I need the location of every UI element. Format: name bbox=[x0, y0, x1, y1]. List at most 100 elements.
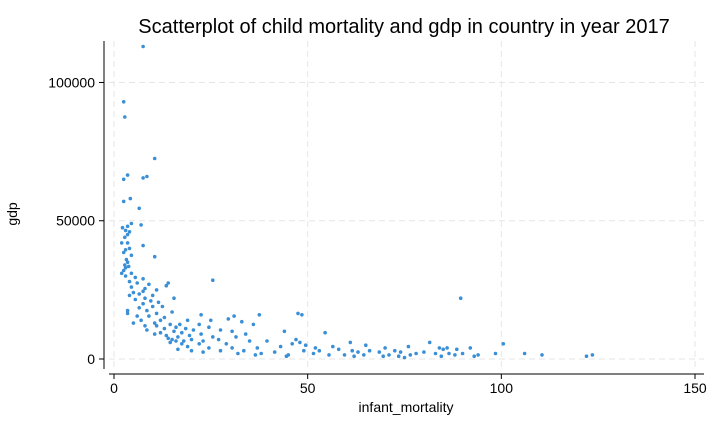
data-point-141 bbox=[278, 344, 283, 349]
data-point-148 bbox=[441, 347, 446, 352]
data-point-46 bbox=[154, 288, 159, 292]
data-point-131 bbox=[364, 343, 368, 348]
data-point-147 bbox=[422, 350, 426, 354]
data-point-88 bbox=[154, 324, 159, 328]
data-point-44 bbox=[129, 285, 134, 289]
data-point-156 bbox=[317, 348, 322, 353]
data-point-64 bbox=[125, 311, 130, 316]
data-point-166 bbox=[540, 353, 544, 357]
data-point-35 bbox=[123, 274, 128, 278]
data-point-50 bbox=[127, 293, 132, 298]
y-tick-label-2: 100000 bbox=[48, 74, 95, 90]
data-point-32 bbox=[121, 268, 126, 273]
data-point-55 bbox=[149, 299, 153, 303]
data-point-110 bbox=[234, 335, 238, 339]
data-point-130 bbox=[331, 344, 335, 349]
data-point-69 bbox=[232, 314, 236, 318]
data-point-181 bbox=[584, 354, 589, 359]
data-point-179 bbox=[453, 353, 457, 357]
data-point-127 bbox=[224, 342, 229, 346]
data-point-77 bbox=[158, 318, 163, 323]
data-point-159 bbox=[398, 350, 403, 354]
data-point-31 bbox=[123, 265, 128, 270]
data-point-39 bbox=[135, 281, 139, 285]
data-point-3 bbox=[152, 156, 157, 161]
data-point-124 bbox=[168, 340, 172, 345]
data-point-6 bbox=[145, 174, 149, 179]
data-point-165 bbox=[522, 351, 527, 356]
data-point-107 bbox=[166, 336, 170, 341]
data-point-173 bbox=[342, 353, 347, 357]
data-point-27 bbox=[124, 257, 129, 262]
data-point-47 bbox=[141, 289, 145, 294]
x-tick-label-1: 50 bbox=[300, 380, 316, 396]
data-point-152 bbox=[218, 348, 223, 353]
data-point-186 bbox=[381, 354, 386, 359]
data-points bbox=[119, 44, 595, 360]
data-point-144 bbox=[350, 348, 355, 353]
data-point-58 bbox=[125, 308, 130, 313]
data-point-71 bbox=[296, 311, 300, 316]
data-point-92 bbox=[183, 326, 188, 331]
data-point-72 bbox=[300, 313, 304, 317]
ticks: 0 50 100 150 0 50000 100000 bbox=[48, 74, 707, 396]
data-point-82 bbox=[152, 321, 157, 325]
data-point-178 bbox=[439, 354, 444, 359]
data-point-109 bbox=[211, 335, 215, 339]
data-point-168 bbox=[236, 351, 240, 356]
data-point-48 bbox=[131, 290, 136, 295]
data-point-45 bbox=[143, 286, 147, 291]
data-point-68 bbox=[147, 314, 151, 318]
data-point-123 bbox=[501, 342, 506, 346]
data-point-60 bbox=[150, 304, 155, 309]
data-point-129 bbox=[303, 343, 308, 348]
data-point-106 bbox=[187, 333, 192, 338]
data-point-10 bbox=[137, 206, 141, 211]
data-point-86 bbox=[251, 322, 256, 327]
data-point-175 bbox=[387, 353, 391, 357]
data-point-53 bbox=[143, 296, 147, 301]
data-point-81 bbox=[131, 321, 136, 325]
data-point-12 bbox=[125, 224, 130, 229]
data-point-146 bbox=[393, 348, 397, 353]
data-point-61 bbox=[160, 304, 165, 309]
data-point-174 bbox=[362, 353, 366, 357]
data-point-157 bbox=[356, 350, 360, 354]
data-point-160 bbox=[414, 351, 418, 356]
data-point-180 bbox=[472, 354, 477, 359]
data-point-22 bbox=[127, 246, 132, 251]
data-point-184 bbox=[284, 354, 289, 359]
data-point-16 bbox=[125, 232, 130, 237]
data-point-79 bbox=[209, 318, 213, 323]
data-point-182 bbox=[201, 350, 205, 354]
data-point-34 bbox=[119, 271, 124, 276]
data-point-57 bbox=[141, 301, 145, 306]
data-point-70 bbox=[257, 313, 262, 317]
data-point-73 bbox=[458, 296, 463, 301]
data-point-17 bbox=[123, 235, 127, 240]
data-point-172 bbox=[327, 353, 331, 357]
data-point-126 bbox=[197, 342, 201, 346]
data-point-171 bbox=[311, 351, 316, 356]
data-point-120 bbox=[298, 340, 302, 345]
data-point-149 bbox=[455, 347, 459, 352]
data-point-14 bbox=[123, 228, 128, 233]
data-point-19 bbox=[119, 241, 124, 245]
data-point-188 bbox=[476, 353, 480, 357]
data-point-101 bbox=[180, 330, 184, 335]
data-point-11 bbox=[129, 221, 134, 226]
data-point-102 bbox=[152, 332, 157, 336]
data-point-183 bbox=[253, 353, 258, 357]
data-point-62 bbox=[145, 308, 149, 313]
data-point-121 bbox=[348, 340, 353, 345]
data-point-97 bbox=[230, 329, 234, 334]
data-point-80 bbox=[240, 319, 244, 324]
data-point-36 bbox=[133, 275, 138, 280]
y-axis-label: gdp bbox=[4, 202, 20, 226]
data-point-65 bbox=[154, 311, 159, 316]
data-point-51 bbox=[150, 293, 155, 298]
data-point-163 bbox=[460, 351, 465, 356]
data-point-26 bbox=[129, 253, 134, 258]
grid bbox=[109, 41, 704, 369]
data-point-20 bbox=[125, 241, 130, 245]
